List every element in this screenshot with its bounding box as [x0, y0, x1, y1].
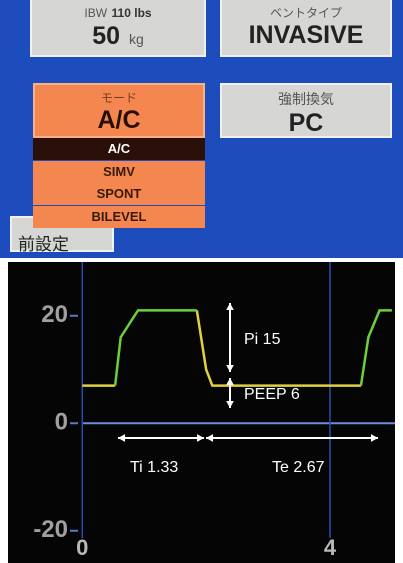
- annotation: PEEP 6: [244, 386, 300, 403]
- y-tick-label: -20: [33, 516, 68, 543]
- settings-panel: IBW 110 lbs 50 kg ベントタイプ INVASIVE 前設定 モー…: [0, 0, 403, 258]
- x-tick-label: 0: [76, 535, 88, 560]
- mode-option[interactable]: SPONT: [33, 183, 205, 205]
- mode-label: モード: [35, 89, 203, 106]
- y-tick-label: 0: [55, 409, 68, 436]
- x-tick-label: 4: [324, 535, 337, 560]
- annotation: Ti 1.33: [130, 459, 178, 476]
- control-value: PC: [222, 109, 390, 138]
- waveform: 0 4 20 0 -20 Pi 15 PEEP 6 Ti 1.33 Te 2.67: [8, 262, 395, 563]
- page: IBW 110 lbs 50 kg ベントタイプ INVASIVE 前設定 モー…: [0, 0, 403, 563]
- mode-option[interactable]: BILEVEL: [33, 206, 205, 228]
- vent-type-label: ベントタイプ: [222, 4, 390, 21]
- weight-unit: kg: [129, 31, 144, 47]
- ibw-label: IBW: [84, 6, 107, 20]
- preset-label: 前設定: [18, 235, 69, 254]
- vent-type-value: INVASIVE: [222, 21, 390, 50]
- mode-option[interactable]: A/C: [33, 138, 205, 160]
- mode-button[interactable]: モード A/C: [33, 83, 205, 138]
- annotation: Pi 15: [244, 331, 281, 348]
- weight-value: 50: [92, 22, 120, 50]
- annotation: Te 2.67: [272, 459, 325, 476]
- y-tick-label: 20: [41, 301, 68, 328]
- ibw-value: 110 lbs: [112, 6, 152, 20]
- vent-type-button[interactable]: ベントタイプ INVASIVE: [220, 0, 392, 57]
- control-label: 強制換気: [222, 89, 390, 109]
- weight-button[interactable]: IBW 110 lbs 50 kg: [30, 0, 206, 57]
- control-button[interactable]: 強制換気 PC: [220, 83, 392, 138]
- mode-value: A/C: [35, 106, 203, 135]
- mode-option[interactable]: SIMV: [33, 161, 205, 183]
